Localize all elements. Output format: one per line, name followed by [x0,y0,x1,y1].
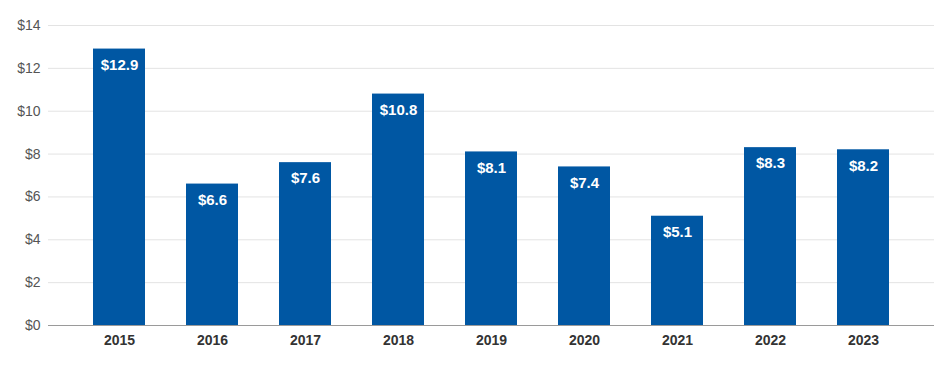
svg-text:2019: 2019 [476,332,507,348]
svg-text:2018: 2018 [383,332,414,348]
svg-text:$7.4: $7.4 [570,174,600,191]
svg-text:$14: $14 [17,17,41,33]
svg-text:2020: 2020 [569,332,600,348]
svg-text:$8.2: $8.2 [849,157,878,174]
svg-text:$6.6: $6.6 [198,191,227,208]
svg-text:2016: 2016 [197,332,228,348]
svg-text:$10.8: $10.8 [380,101,418,118]
svg-text:$12: $12 [17,60,41,76]
svg-text:2022: 2022 [755,332,786,348]
svg-text:2017: 2017 [290,332,321,348]
svg-text:$10: $10 [17,103,41,119]
svg-text:2021: 2021 [662,332,693,348]
svg-text:$5.1: $5.1 [663,223,692,240]
svg-text:$8.3: $8.3 [756,154,785,171]
svg-text:$6: $6 [25,188,41,204]
svg-text:2015: 2015 [104,332,135,348]
svg-text:$7.6: $7.6 [291,169,320,186]
svg-text:2023: 2023 [848,332,879,348]
svg-text:$0: $0 [25,317,41,333]
svg-text:$2: $2 [25,274,41,290]
svg-text:$8: $8 [25,146,41,162]
svg-text:$4: $4 [25,231,41,247]
svg-text:$8.1: $8.1 [477,159,506,176]
svg-text:$12.9: $12.9 [101,56,139,73]
